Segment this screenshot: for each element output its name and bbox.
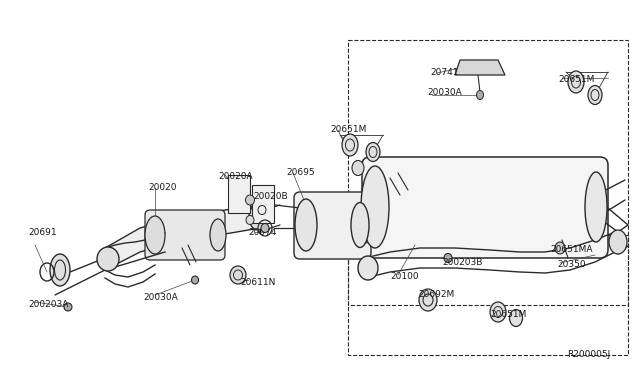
Polygon shape [455,60,505,75]
FancyBboxPatch shape [145,210,225,260]
Text: 20074: 20074 [248,228,276,237]
Ellipse shape [351,202,369,247]
Text: 20692M: 20692M [418,290,454,299]
Text: 20651M: 20651M [490,310,526,319]
Ellipse shape [246,195,255,205]
Ellipse shape [230,266,246,284]
Text: 20741: 20741 [430,68,458,77]
Text: 20651M: 20651M [330,125,366,134]
Ellipse shape [585,172,607,242]
Ellipse shape [145,216,165,254]
Text: 20030A: 20030A [427,88,461,97]
Text: 20020B: 20020B [253,192,287,201]
Text: 20350: 20350 [557,260,586,269]
Text: 20100: 20100 [390,272,419,281]
Ellipse shape [358,256,378,280]
FancyBboxPatch shape [362,157,608,258]
Text: 20695: 20695 [286,168,315,177]
Ellipse shape [97,247,119,271]
Ellipse shape [249,204,267,230]
Bar [252,185,274,223]
Ellipse shape [50,254,70,286]
Text: 20030A: 20030A [143,293,178,302]
Ellipse shape [64,303,72,311]
Text: 20651M: 20651M [558,75,595,84]
Text: 20691: 20691 [28,228,56,237]
Ellipse shape [295,199,317,251]
Text: 20020A: 20020A [218,172,253,181]
Text: 200203A: 200203A [28,300,68,309]
Ellipse shape [352,160,364,176]
Ellipse shape [419,289,437,311]
Bar [348,235,628,355]
Ellipse shape [568,71,584,93]
Bar [348,40,628,305]
Text: R200005J: R200005J [567,350,611,359]
Text: 20020: 20020 [148,183,177,192]
Bar [228,175,250,213]
FancyBboxPatch shape [294,192,371,259]
Ellipse shape [246,215,254,224]
Ellipse shape [191,276,198,284]
Text: 200203B: 200203B [442,258,483,267]
Text: 20611N: 20611N [240,278,275,287]
Ellipse shape [361,166,389,248]
Ellipse shape [477,90,483,99]
Ellipse shape [342,134,358,156]
Ellipse shape [490,302,506,322]
Text: 20651MA: 20651MA [550,245,593,254]
Polygon shape [105,205,260,270]
Ellipse shape [509,310,522,327]
Ellipse shape [444,253,452,263]
Ellipse shape [609,230,627,254]
Ellipse shape [210,219,226,251]
Ellipse shape [555,242,565,254]
Ellipse shape [261,224,269,232]
Ellipse shape [588,86,602,105]
Ellipse shape [366,142,380,161]
